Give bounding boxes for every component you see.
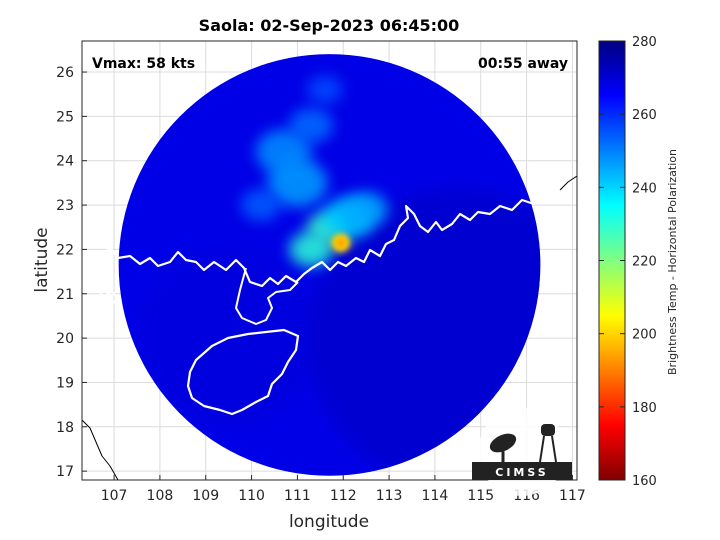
y-tick-label: 17 — [56, 464, 74, 480]
y-tick-label: 26 — [56, 65, 74, 81]
y-tick-label: 18 — [56, 420, 74, 436]
colorbar-tick-label: 240 — [632, 181, 657, 196]
x-tick-label: 111 — [284, 488, 311, 504]
coastline-hainan — [186, 328, 300, 416]
coastline-outside — [82, 419, 119, 480]
x-tick-label: 112 — [330, 488, 357, 504]
colorbar-tick-label: 280 — [632, 35, 657, 50]
x-axis-label: longitude — [289, 512, 369, 532]
x-tick-label: 108 — [147, 488, 174, 504]
convective-feature — [344, 191, 389, 228]
coastline-mainland — [82, 177, 577, 288]
convective-feature — [306, 75, 343, 105]
x-axis-ticks: 107 108 109 110 111 112 113 114 115 116 117 — [101, 475, 586, 504]
y-axis-ticks: 17 18 19 20 21 22 23 24 25 26 — [56, 65, 87, 480]
x-tick-label: 113 — [376, 488, 403, 504]
colorbar-tick-label: 220 — [632, 255, 657, 270]
convective-feature — [289, 107, 334, 143]
y-tick-label: 19 — [56, 375, 74, 391]
logo-text: CIMSS — [495, 466, 548, 479]
y-tick-label: 24 — [56, 154, 74, 170]
y-tick-label: 21 — [56, 287, 74, 303]
convective-feature — [255, 129, 312, 175]
x-tick-label: 115 — [467, 488, 494, 504]
coastline-outside-ne — [559, 175, 577, 191]
x-tick-label: 109 — [192, 488, 219, 504]
axes-box — [81, 40, 578, 481]
y-tick-label: 20 — [56, 331, 74, 347]
x-tick-label: 114 — [422, 488, 449, 504]
colorbar-tick-label: 260 — [632, 108, 657, 123]
y-tick-label: 23 — [56, 198, 74, 214]
y-tick-label: 25 — [56, 109, 74, 125]
colorbar-tick-label: 200 — [632, 328, 657, 343]
convective-feature — [289, 231, 334, 268]
coastline-gulf — [235, 267, 299, 325]
y-axis-label: latitude — [32, 227, 52, 292]
y-tick-label: 22 — [56, 242, 74, 258]
colorbar-label: Brightness Temp - Horizontal Polarizatio… — [666, 149, 679, 375]
cimss-logo: CIMSS — [472, 408, 572, 496]
colorbar-tick-label: 160 — [632, 474, 657, 489]
chart-title: Saola: 02-Sep-2023 06:45:00 — [199, 16, 460, 35]
coastline-vietnam — [82, 283, 119, 327]
colorbar-ticks: 160 180 200 220 240 260 280 — [599, 35, 657, 489]
coastlines — [82, 175, 577, 480]
colorbar-tick-label: 180 — [632, 401, 657, 416]
time-away-annotation: 00:55 away — [478, 56, 568, 72]
x-tick-label: 110 — [238, 488, 265, 504]
x-tick-label: 107 — [101, 488, 128, 504]
vmax-annotation: Vmax: 58 kts — [92, 56, 195, 72]
convective-feature — [240, 189, 281, 222]
x-tick-label: 117 — [559, 488, 586, 504]
